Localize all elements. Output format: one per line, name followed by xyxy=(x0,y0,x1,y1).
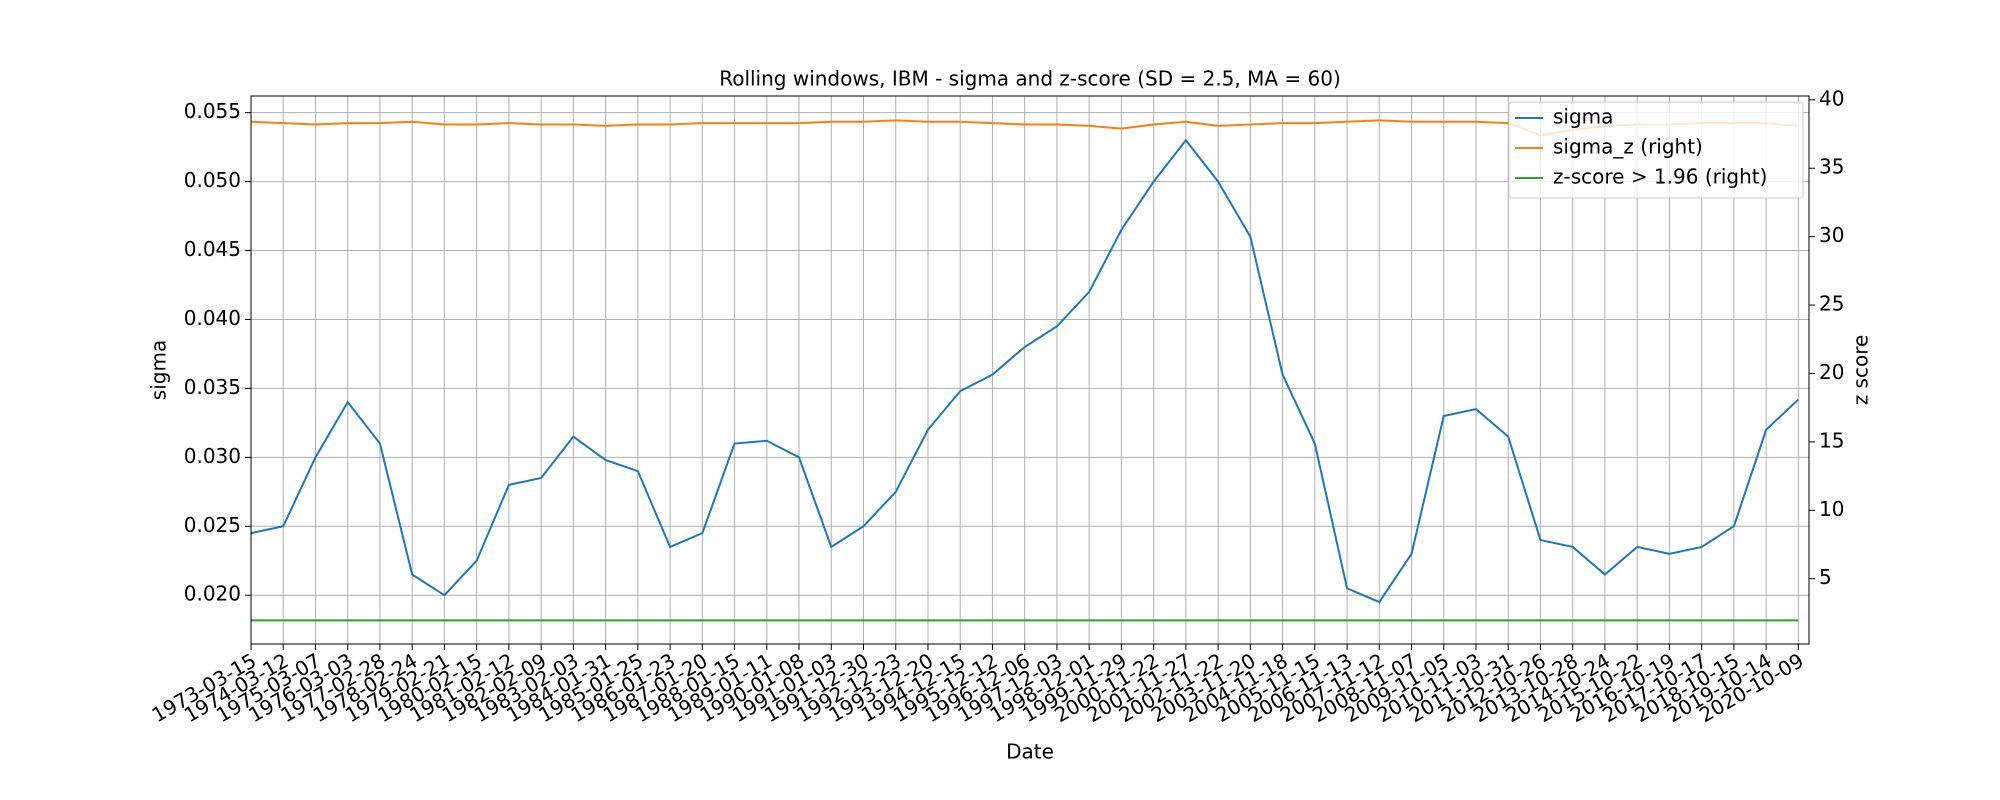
y2-tick-label: 10 xyxy=(1819,497,1844,521)
y-tick-label: 0.030 xyxy=(184,444,241,468)
legend-label: z-score > 1.96 (right) xyxy=(1553,165,1767,189)
y-axis-label: sigma xyxy=(147,340,171,400)
y2-tick-label: 40 xyxy=(1819,86,1844,110)
y2-tick-label: 35 xyxy=(1819,155,1844,179)
legend-label: sigma xyxy=(1553,105,1613,129)
data-line xyxy=(250,138,1800,604)
y2-tick-label: 5 xyxy=(1819,565,1832,589)
y2-axis-label: z score xyxy=(1849,335,1873,406)
y-tick-label: 0.050 xyxy=(184,168,241,192)
y-tick-label: 0.040 xyxy=(184,306,241,330)
y2-tick-label: 15 xyxy=(1819,428,1844,452)
y2-tick-label: 20 xyxy=(1819,360,1844,384)
chart-title: Rolling windows, IBM - sigma and z-score… xyxy=(719,67,1341,91)
x-axis-label: Date xyxy=(1006,740,1054,764)
y2-tick-label: 25 xyxy=(1819,292,1844,316)
y-tick-label: 0.025 xyxy=(184,513,241,537)
y2-tick-label: 30 xyxy=(1819,223,1844,247)
y-tick-label: 0.035 xyxy=(184,375,241,399)
y-tick-label: 0.045 xyxy=(184,237,241,261)
y-tick-label: 0.055 xyxy=(184,99,241,123)
legend-box xyxy=(1508,101,1804,199)
plot-frame xyxy=(250,95,1810,645)
y-tick-label: 0.020 xyxy=(184,582,241,606)
legend-label: sigma_z (right) xyxy=(1553,135,1703,159)
